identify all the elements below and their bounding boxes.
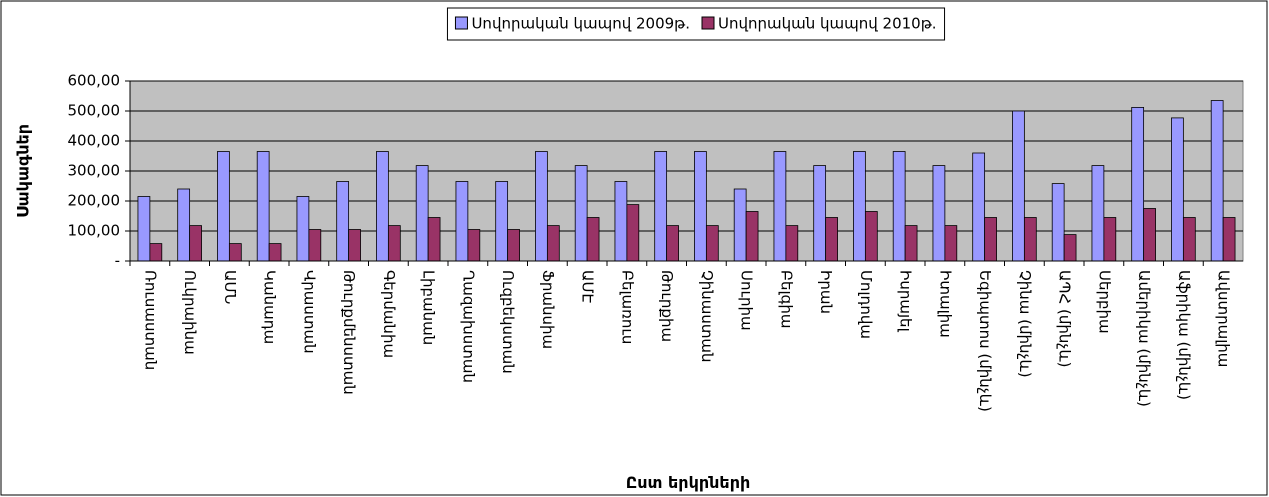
legend-box bbox=[446, 7, 946, 41]
bar bbox=[944, 225, 958, 262]
x-tick-label: Չինաստան bbox=[698, 270, 716, 363]
bar bbox=[455, 181, 469, 262]
y-tick-label: 300,00 bbox=[68, 162, 121, 180]
bar bbox=[495, 181, 509, 262]
bar bbox=[1023, 217, 1037, 262]
bar bbox=[813, 165, 827, 262]
x-tick-label: Ուզբեկստան bbox=[499, 270, 517, 374]
x-tick-label: Բելառուս bbox=[618, 270, 636, 344]
x-tick-label: ԱՄՆ bbox=[221, 270, 239, 304]
x-tick-label: Ամերիկա (մինչև) bbox=[1135, 270, 1153, 407]
bar bbox=[904, 225, 918, 262]
bar bbox=[745, 211, 759, 262]
bar bbox=[666, 225, 679, 262]
x-tick-label: Իսրայել bbox=[897, 270, 915, 333]
bar bbox=[705, 225, 719, 262]
x-tick-label: ԱՊՀ (մինչև) bbox=[1056, 270, 1074, 367]
bar bbox=[626, 204, 640, 262]
x-tick-label: Չինա (մինչև) bbox=[1016, 270, 1034, 378]
bar bbox=[694, 151, 707, 262]
bar bbox=[228, 243, 242, 262]
bar bbox=[773, 151, 787, 262]
y-tick-label: 100,00 bbox=[68, 222, 121, 240]
bar bbox=[1171, 117, 1184, 262]
bar bbox=[348, 229, 361, 262]
x-tick-label: Իտալիա bbox=[936, 270, 954, 338]
bar bbox=[137, 196, 151, 262]
bar bbox=[177, 188, 191, 262]
y-tick-label: - bbox=[115, 252, 120, 270]
bar bbox=[853, 151, 866, 262]
bar bbox=[972, 152, 986, 262]
bar bbox=[654, 151, 668, 262]
bar bbox=[1131, 107, 1145, 262]
bar bbox=[1012, 110, 1025, 262]
bar bbox=[1210, 100, 1224, 262]
x-tick-label: Մոլդովա bbox=[857, 270, 875, 339]
bar bbox=[256, 151, 270, 262]
legend-swatch bbox=[701, 16, 715, 30]
bar bbox=[574, 165, 588, 262]
bar bbox=[296, 196, 310, 262]
x-tick-label: Վրաստան bbox=[300, 270, 318, 354]
x-tick-label: Սուրիա bbox=[738, 270, 756, 331]
bar bbox=[932, 165, 946, 262]
y-tick-label: 600,00 bbox=[68, 72, 121, 90]
bar bbox=[984, 217, 997, 262]
bar bbox=[586, 217, 600, 262]
x-tick-label: Ավստրալիա bbox=[1215, 270, 1233, 367]
bar bbox=[1051, 183, 1065, 262]
x-tick-label: Ղազախստան bbox=[459, 270, 477, 383]
x-tick-label: Բելգիա bbox=[777, 270, 795, 329]
bar bbox=[825, 217, 838, 262]
bar bbox=[189, 225, 202, 262]
bar bbox=[376, 151, 389, 262]
x-tick-label: Ֆրանսիա bbox=[539, 270, 557, 349]
bar bbox=[149, 243, 163, 262]
bar bbox=[614, 181, 628, 262]
bar bbox=[268, 243, 282, 262]
bar bbox=[467, 229, 481, 262]
y-tick-label: 200,00 bbox=[68, 192, 121, 210]
bar bbox=[1143, 208, 1156, 262]
bar bbox=[892, 151, 906, 262]
bar bbox=[308, 229, 322, 262]
y-tick-label: 500,00 bbox=[68, 102, 121, 120]
bar bbox=[336, 181, 350, 262]
bar bbox=[1103, 217, 1117, 262]
bar bbox=[387, 225, 401, 262]
y-tick-label: 400,00 bbox=[68, 132, 121, 150]
legend-label: Սովորական կապով 2009թ. bbox=[471, 15, 690, 33]
legend-swatch bbox=[454, 16, 468, 30]
bar bbox=[217, 151, 230, 262]
x-tick-label: Եգիպտոս (մինչև) bbox=[976, 270, 994, 412]
x-tick-label: Կանադա bbox=[261, 270, 279, 344]
bar bbox=[785, 225, 799, 262]
x-tick-label: Թուրքմենստան bbox=[340, 270, 358, 395]
bar bbox=[864, 211, 878, 262]
x-tick-label: Սերբիա bbox=[1095, 270, 1113, 334]
bar bbox=[1091, 165, 1105, 262]
x-tick-label: Ուկրաինա bbox=[181, 270, 199, 355]
x-tick-label: ԱՄԷ bbox=[579, 270, 597, 303]
x-tick-label: Ռուսաստան bbox=[141, 270, 159, 370]
bar bbox=[1063, 234, 1077, 262]
bar bbox=[427, 217, 441, 262]
x-tick-label: Աֆրիկա (մինչև) bbox=[1175, 270, 1193, 400]
bar bbox=[1222, 217, 1236, 262]
x-tick-label: Իրան bbox=[817, 270, 835, 314]
bar bbox=[546, 225, 560, 262]
x-tick-label: Լիբանան bbox=[420, 270, 438, 345]
x-axis-label: Ըստ երկրների bbox=[626, 473, 751, 492]
x-tick-label: Գերմանիա bbox=[380, 270, 398, 358]
bar bbox=[535, 151, 548, 262]
legend-label: Սովորական կապով 2010թ. bbox=[718, 15, 937, 33]
x-tick-label: Թուրքիա bbox=[658, 270, 676, 342]
y-axis-label: Սակագներ bbox=[14, 124, 33, 218]
bar bbox=[507, 229, 520, 262]
bar bbox=[415, 165, 429, 262]
bar bbox=[1182, 217, 1196, 262]
bar bbox=[733, 188, 747, 262]
